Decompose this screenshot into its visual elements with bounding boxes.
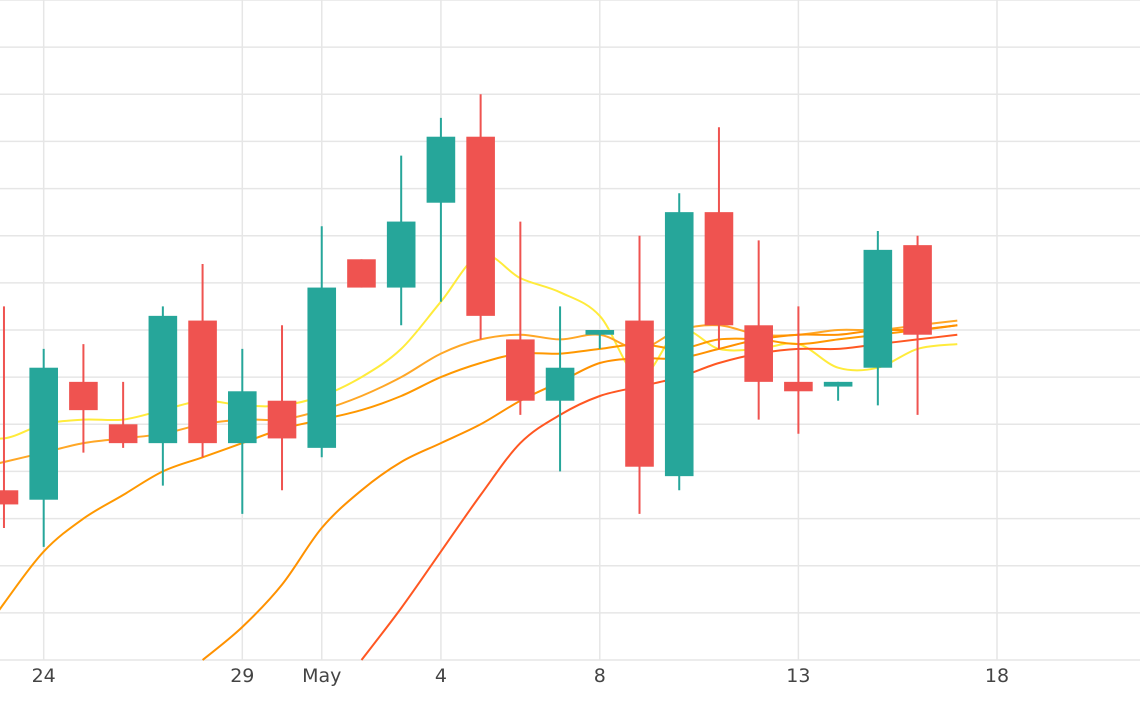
candle-body xyxy=(625,320,654,467)
moving-average-line-3 xyxy=(0,324,958,611)
candle-body xyxy=(108,424,138,444)
candle xyxy=(506,221,535,415)
x-tick-label: 4 xyxy=(435,665,447,687)
x-tick-label: 13 xyxy=(786,665,810,687)
candle-body xyxy=(347,259,376,288)
candle xyxy=(0,306,19,528)
x-tick-label: May xyxy=(302,665,341,687)
x-axis-ticks: 24 29 May 4 8 13 18 xyxy=(32,665,1009,687)
x-tick-label: 18 xyxy=(985,665,1009,687)
moving-average-line-5 xyxy=(360,333,958,661)
candle-body xyxy=(664,212,694,477)
candle-body xyxy=(784,381,813,392)
moving-average-lines xyxy=(0,253,958,661)
candle xyxy=(744,240,773,420)
candle-body xyxy=(744,325,773,382)
candle-body xyxy=(863,249,893,368)
candle-body xyxy=(585,330,615,335)
candle-body xyxy=(704,212,734,326)
candle-body xyxy=(426,136,456,203)
candle-body xyxy=(307,287,337,448)
candles xyxy=(0,94,932,547)
candle-body xyxy=(903,245,932,335)
candle xyxy=(863,231,893,406)
candle xyxy=(148,306,178,486)
candle xyxy=(108,381,138,448)
candle-body xyxy=(466,136,495,316)
candle xyxy=(69,344,98,453)
candle xyxy=(545,306,575,472)
candle-body xyxy=(228,391,257,444)
candle xyxy=(784,306,813,434)
candle-body xyxy=(69,381,98,411)
candle-body xyxy=(823,381,853,387)
x-tick-label: 8 xyxy=(594,665,606,687)
candle-body xyxy=(267,400,297,439)
candle xyxy=(466,94,495,340)
candle xyxy=(29,348,58,547)
candle xyxy=(704,127,734,349)
candle xyxy=(903,235,932,415)
candle xyxy=(625,235,654,514)
candle xyxy=(307,226,337,458)
x-tick-label: 29 xyxy=(230,665,254,687)
candle-body xyxy=(188,320,217,444)
moving-average-line-4 xyxy=(201,324,958,661)
candle-body xyxy=(386,221,416,288)
candle xyxy=(664,193,694,491)
candle xyxy=(823,381,853,401)
candle xyxy=(347,259,376,288)
candle xyxy=(426,117,456,302)
candle-body xyxy=(148,315,178,444)
candle xyxy=(228,348,257,514)
candle-body xyxy=(29,367,58,500)
candle xyxy=(267,325,297,491)
candle xyxy=(585,330,615,349)
candle-body xyxy=(0,490,19,505)
candle-body xyxy=(506,339,535,401)
candle-body xyxy=(545,367,575,401)
candle xyxy=(188,264,217,458)
candle xyxy=(386,155,416,326)
x-tick-label: 24 xyxy=(32,665,56,687)
